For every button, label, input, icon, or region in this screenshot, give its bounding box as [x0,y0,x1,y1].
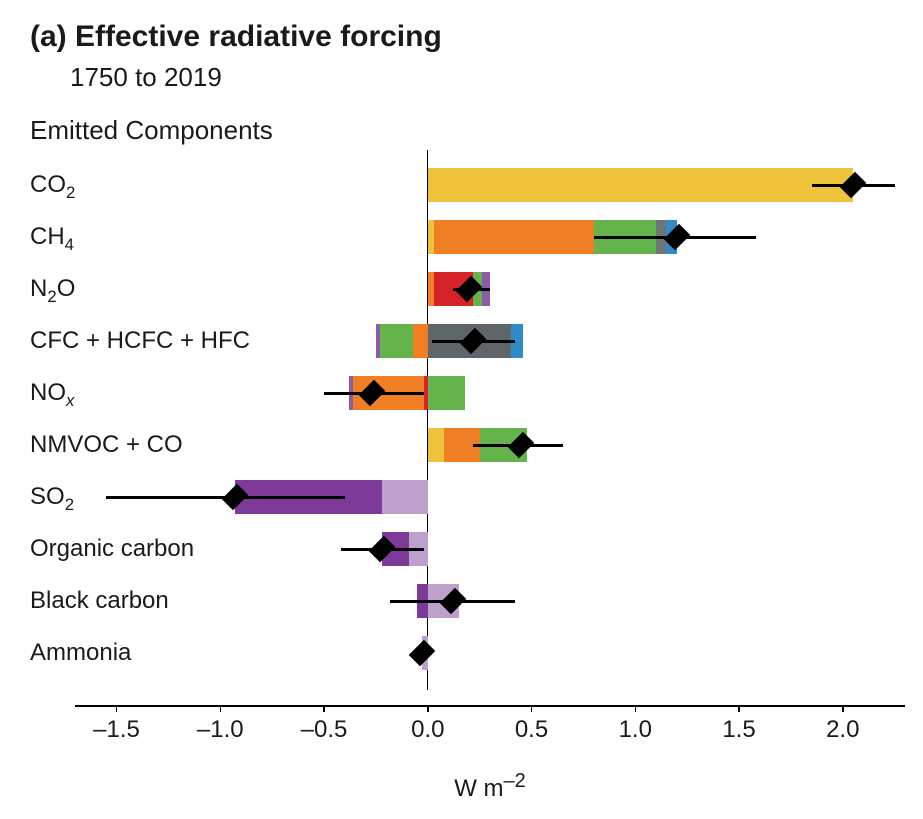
chart-title: (a) Effective radiative forcing [30,20,442,54]
x-tick-label: –1.0 [197,716,244,744]
row-label: Black carbon [30,587,169,615]
section-label: Emitted Components [30,115,273,146]
bar-segment [428,376,465,410]
best-estimate-marker [408,640,435,667]
x-tick-label: –0.5 [301,716,348,744]
x-tick [531,705,533,712]
erf-chart: (a) Effective radiative forcing 1750 to 2… [0,0,923,819]
x-tick [427,705,429,712]
x-tick [323,705,325,712]
x-tick [116,705,118,712]
x-tick [220,705,222,712]
row-label: CFC + HCFC + HFC [30,327,250,355]
x-tick-label: 0.5 [515,716,548,744]
row-label: Organic carbon [30,535,194,563]
row-label: SO2 [30,483,74,515]
row-label: NMVOC + CO [30,431,183,459]
bar-segment [434,220,594,254]
x-tick-label: 1.5 [722,716,755,744]
x-tick-label: 1.0 [619,716,652,744]
x-tick-label: 0.0 [411,716,444,744]
bar-segment [428,428,445,462]
x-tick-label: 2.0 [826,716,859,744]
row-label: CO2 [30,171,75,203]
x-tick [738,705,740,712]
row-label: CH4 [30,223,74,255]
chart-subtitle: 1750 to 2019 [70,62,222,93]
bar-segment [380,324,413,358]
x-axis-line [75,705,905,707]
x-axis-label: W m–2 [454,770,526,803]
x-tick [635,705,637,712]
row-label: Ammonia [30,639,131,667]
row-label: N2O [30,275,75,307]
row-label: NOx [30,379,74,411]
bar-segment [413,324,428,358]
x-tick-label: –1.5 [93,716,140,744]
x-tick [842,705,844,712]
bar-segment [428,168,853,202]
bar-segment [382,480,428,514]
